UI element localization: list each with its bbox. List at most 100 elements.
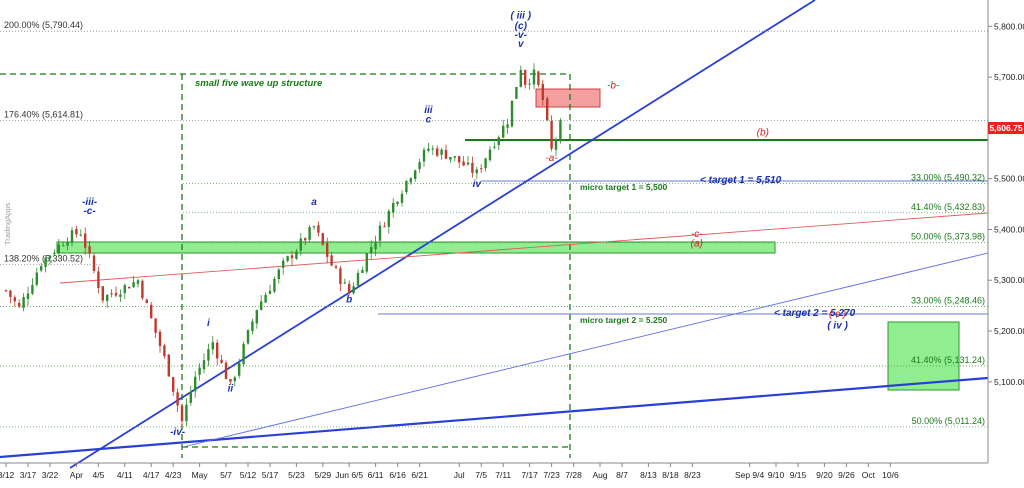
target-zone-green [887, 321, 960, 391]
fib-level-label: 33.00% (5,248.46) [911, 295, 985, 305]
candle-body [484, 158, 487, 169]
candle-body [255, 310, 258, 324]
candle-body [559, 120, 562, 142]
wave-label: -iii- [82, 197, 98, 208]
candle-body [106, 294, 109, 301]
candle-body [554, 139, 558, 150]
candle-body [154, 318, 157, 333]
wave-label: -c- [83, 206, 96, 217]
candle-body [224, 362, 228, 380]
candle-body [207, 349, 210, 361]
candle-body [216, 342, 219, 359]
date-axis-label: 4/5 [92, 470, 104, 480]
candle-body [260, 301, 263, 310]
candle-body [18, 302, 21, 307]
candle-body [295, 251, 298, 259]
date-axis-label: 3/17 [20, 470, 37, 480]
candle-body [172, 377, 175, 392]
candle-body [537, 71, 540, 85]
candle-body [317, 225, 320, 233]
wave-label: v [518, 39, 525, 50]
annotation-target-1: < target 1 = 5,510 [700, 175, 782, 186]
candle-body [493, 146, 496, 148]
candle-body [277, 269, 280, 280]
candle-body [550, 120, 553, 149]
candle-body [4, 290, 8, 292]
candle-body [114, 292, 118, 296]
candle-body [44, 257, 47, 267]
date-axis-label: 5/12 [240, 470, 257, 480]
candle-body [53, 252, 56, 255]
wave-label: (c) [515, 21, 528, 32]
date-axis-label: 9/26 [838, 470, 855, 480]
candle-body [62, 245, 65, 247]
annotation-micro-target-1: micro target 1 = 5,500 [580, 182, 667, 192]
date-axis-label: 10/6 [882, 470, 899, 480]
price-axis-label: 5,300.00 [994, 275, 1024, 285]
date-axis-label: Oct [862, 470, 876, 480]
candle-body [304, 238, 307, 241]
candle-body [264, 294, 267, 303]
candle-body [66, 242, 69, 246]
candle-body [189, 392, 192, 403]
candle-body [48, 255, 52, 259]
candle-body [40, 266, 43, 271]
candle-body [497, 137, 500, 145]
candle-body [488, 149, 492, 161]
fib-level-label: 50.00% (5,011.24) [912, 416, 985, 426]
date-axis-label: 4/11 [117, 470, 133, 480]
watermark-text: TradingApps [3, 203, 12, 245]
candle-body [326, 243, 329, 257]
candle-body [26, 293, 30, 299]
wave-label: ( iv ) [827, 320, 848, 331]
candle-body [70, 230, 74, 243]
candle-body [238, 362, 241, 376]
price-axis-label: 5,400.00 [994, 224, 1024, 234]
candle-body [515, 87, 518, 99]
candle-body [167, 354, 170, 377]
candle-body [185, 404, 188, 422]
candle-body [405, 180, 408, 192]
candle-body [541, 83, 544, 100]
candle-body [334, 266, 338, 268]
candle-body [431, 148, 434, 150]
current-price-tag [988, 122, 1024, 134]
candle-body [242, 343, 245, 365]
fib-level-label: 176.40% (5,614.81) [4, 109, 83, 119]
candle-body [57, 244, 60, 254]
candle-body [519, 69, 522, 87]
candle-body [361, 269, 364, 273]
fib-level-label: 138.20% (5,330.52) [4, 254, 83, 264]
candle-body [510, 100, 514, 127]
candle-body [546, 98, 549, 121]
candle-body [141, 280, 144, 299]
candle-body [532, 69, 536, 85]
candle-body [506, 124, 509, 128]
current-price-label: 5,606.75 [989, 123, 1022, 133]
wave-label: -a- [545, 153, 558, 164]
annotation-micro-target-2: micro target 2 = 5.250 [580, 315, 667, 325]
wave-label: ( iii ) [511, 11, 532, 22]
candle-body [194, 376, 197, 392]
candle-body [374, 241, 377, 250]
wave-label: a [311, 197, 317, 208]
fib-level-label: 200.00% (5,790.44) [4, 20, 83, 30]
candle-body [79, 234, 82, 236]
candle-body [444, 149, 448, 159]
candle-body [400, 193, 404, 203]
candle-body [158, 331, 162, 347]
date-axis-label: 6/21 [411, 470, 428, 480]
price-axis-label: 5,700.00 [994, 72, 1024, 82]
wave-label: i [207, 318, 210, 329]
date-axis-label: 8/23 [684, 470, 701, 480]
candle-body [180, 405, 184, 422]
candle-body [229, 379, 232, 382]
date-axis-label: 7/17 [521, 470, 538, 480]
candle-body [383, 226, 386, 228]
date-axis-label: Sep 9/4 [735, 470, 765, 480]
candle-body [449, 156, 452, 160]
candle-body [392, 202, 395, 213]
wave-label: (a) [691, 239, 703, 250]
